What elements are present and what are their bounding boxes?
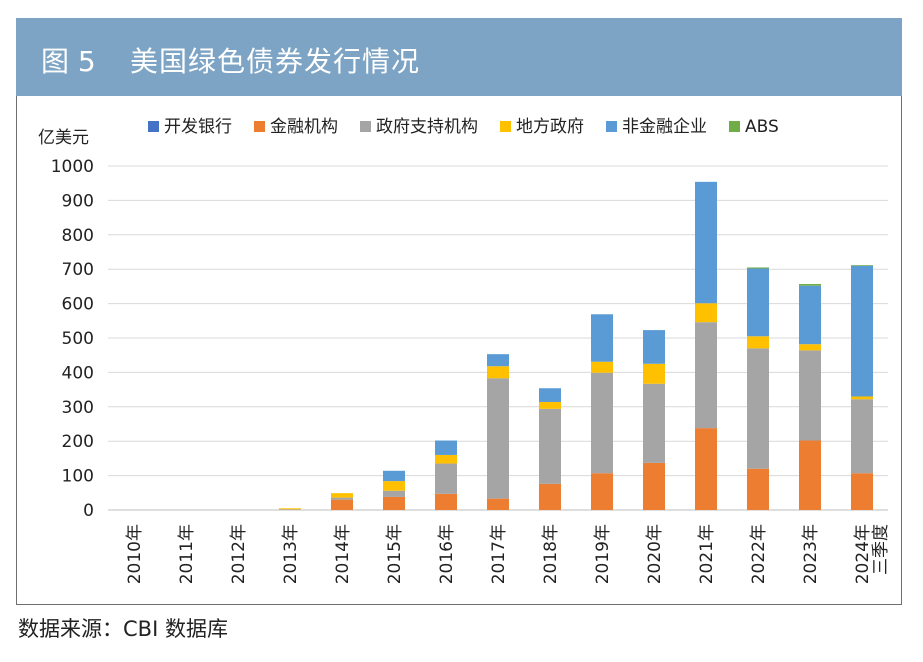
bar-segment xyxy=(747,348,769,469)
bar-segment xyxy=(851,265,873,397)
x-tick-label: 2021年 xyxy=(697,524,717,584)
bar-segment xyxy=(643,462,665,510)
legend-label: 地方政府 xyxy=(516,117,584,137)
bar-segment xyxy=(747,336,769,349)
bar-segment xyxy=(331,497,353,500)
bar-segment xyxy=(435,454,457,464)
y-tick-label: 1000 xyxy=(51,157,94,177)
bar-segment xyxy=(591,361,613,373)
figure-number: 图 5 xyxy=(41,45,96,78)
figure-title: 美国绿色债券发行情况 xyxy=(130,45,421,78)
bar-segment xyxy=(747,468,769,510)
bar-segment xyxy=(539,483,561,510)
bar-segment xyxy=(643,383,665,463)
x-tick-label: 2019年 xyxy=(593,524,613,584)
bar-segment xyxy=(279,509,301,510)
bar-segment xyxy=(643,330,665,364)
bar-segment xyxy=(435,493,457,510)
bar-segment xyxy=(695,303,717,323)
y-tick-label: 500 xyxy=(62,329,94,349)
y-tick-label: 700 xyxy=(62,260,94,280)
bar-segment xyxy=(695,181,717,304)
figure-header: 图 5 美国绿色债券发行情况 xyxy=(16,18,902,96)
bar-segment xyxy=(383,481,405,491)
x-tick-label: 2014年 xyxy=(333,524,353,584)
bar-segment xyxy=(799,440,821,510)
legend-swatch xyxy=(606,121,617,132)
x-tick-label: 2015年 xyxy=(385,524,405,584)
bar-segment xyxy=(799,350,821,441)
bar-segment xyxy=(435,440,457,455)
x-tick-label: 2011年 xyxy=(177,524,197,584)
bar-segment xyxy=(487,378,509,499)
x-tick-label: 2017年 xyxy=(489,524,509,584)
bar-segment xyxy=(435,463,457,494)
x-tick-label: 2012年 xyxy=(229,524,249,584)
data-source-note: 数据来源：CBI 数据库 xyxy=(18,617,228,641)
y-tick-label: 0 xyxy=(83,501,94,521)
bar-segment xyxy=(539,401,561,409)
bar-segment xyxy=(747,268,769,337)
bar-segment xyxy=(747,267,769,269)
bar-segment xyxy=(383,496,405,510)
y-tick-label: 800 xyxy=(62,226,94,246)
bar-segment xyxy=(487,498,509,510)
x-tick-label: 2023年 xyxy=(801,524,821,584)
legend-label: 政府支持机构 xyxy=(376,117,478,137)
bar-segment xyxy=(279,508,301,510)
y-tick-label: 400 xyxy=(62,363,94,383)
stacked-bar-chart: 亿美元 0 100 200 300 400 500 600 700 800 900 1000 开发银行 金… xyxy=(38,117,891,584)
x-tick-label: 2010年 xyxy=(125,524,145,584)
bar-segment xyxy=(851,473,873,510)
bar-segment xyxy=(851,265,873,266)
bar-segment xyxy=(591,314,613,362)
bar-segment xyxy=(487,366,509,379)
bar-segment xyxy=(643,363,665,384)
bar-segment xyxy=(383,470,405,482)
y-tick-label: 100 xyxy=(62,467,94,487)
bar-segment xyxy=(539,408,561,484)
bar-segment xyxy=(799,285,821,345)
legend-swatch xyxy=(254,121,265,132)
legend-label: ABS xyxy=(745,117,779,137)
bar-segment xyxy=(695,322,717,429)
y-axis-unit-label: 亿美元 xyxy=(38,128,89,148)
bar-segment xyxy=(695,428,717,510)
legend-swatch xyxy=(729,121,740,132)
legend-label: 非金融企业 xyxy=(622,117,707,137)
bar-segment xyxy=(799,344,821,351)
bar-segment xyxy=(851,399,873,474)
x-tick-label: 2024年 xyxy=(853,524,873,584)
legend-swatch xyxy=(148,121,159,132)
x-tick-label: 2016年 xyxy=(437,524,457,584)
bar-segment xyxy=(539,388,561,402)
bar-segment xyxy=(331,499,353,510)
x-tick-label-suffix: 三季度 xyxy=(871,524,891,575)
bar-segment xyxy=(591,473,613,510)
y-tick-label: 600 xyxy=(62,295,94,315)
legend-label: 金融机构 xyxy=(270,117,338,137)
x-tick-label: 2022年 xyxy=(749,524,769,584)
bar-segment xyxy=(487,354,509,367)
y-tick-label: 900 xyxy=(62,191,94,211)
y-tick-label: 200 xyxy=(62,432,94,452)
legend-swatch xyxy=(500,121,511,132)
bar-segment xyxy=(851,396,873,400)
bar-segment xyxy=(331,493,353,498)
bar-segment xyxy=(383,490,405,497)
x-tick-label: 2018年 xyxy=(541,524,561,584)
legend-label: 开发银行 xyxy=(164,117,232,137)
bar-segment xyxy=(799,283,821,286)
bar-segment xyxy=(591,372,613,474)
legend-swatch xyxy=(360,121,371,132)
x-tick-label: 2013年 xyxy=(281,524,301,584)
x-tick-label: 2020年 xyxy=(645,524,665,584)
y-tick-label: 300 xyxy=(62,398,94,418)
